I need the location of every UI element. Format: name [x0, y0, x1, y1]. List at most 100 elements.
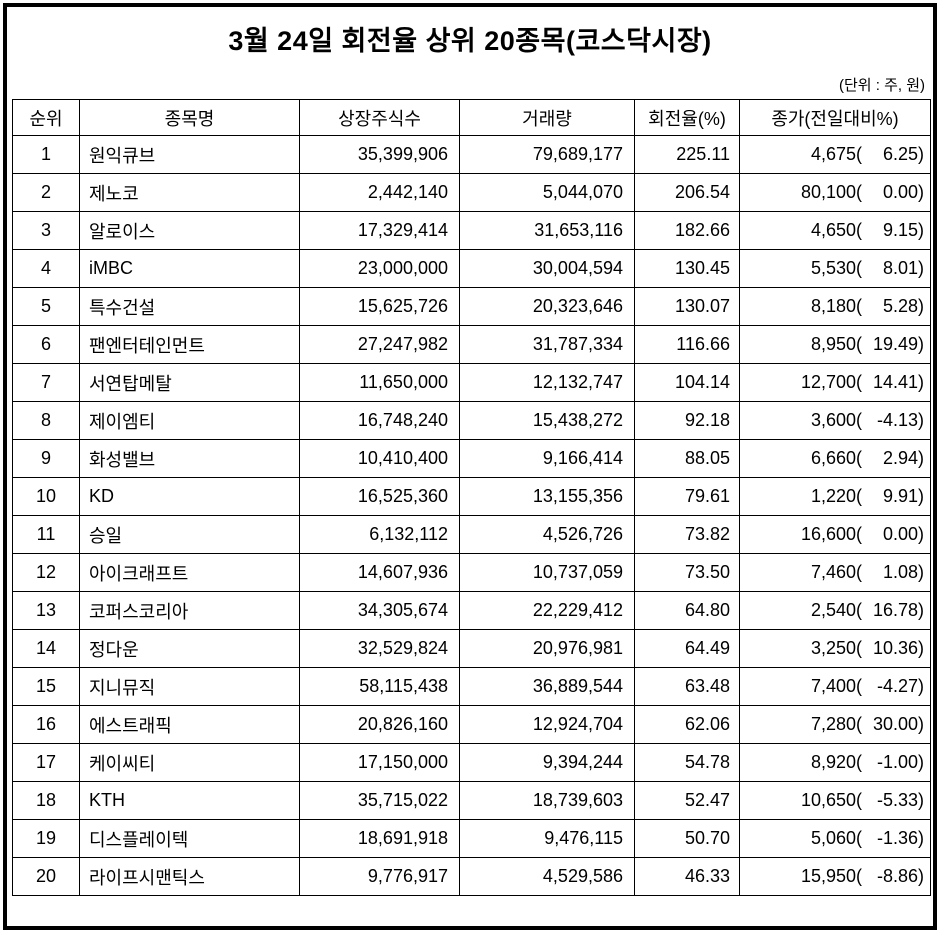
turnover-cell: 79.61: [634, 477, 740, 516]
volume-cell: 31,787,334: [459, 325, 635, 364]
price-cell: 5,060(-1.36): [739, 819, 931, 858]
price-change: 6.25): [882, 144, 924, 164]
turnover-cell: 50.70: [634, 819, 740, 858]
price-value: 80,100(: [800, 182, 862, 202]
turnover-cell: 62.06: [634, 705, 740, 744]
header-volume: 거래량: [459, 99, 635, 136]
rank-cell: 11: [12, 515, 80, 554]
price-value: 5,530(: [810, 258, 862, 278]
price-change: 1.08): [882, 562, 924, 582]
price-change: 19.49): [872, 334, 924, 354]
shares-cell: 16,525,360: [299, 477, 460, 516]
turnover-cell: 52.47: [634, 781, 740, 820]
turnover-cell: 104.14: [634, 363, 740, 402]
table-row: 12 아이크래프트 14,607,936 10,737,059 73.50 7,460(1…: [12, 553, 931, 592]
price-change: 2.94): [882, 448, 924, 468]
rank-cell: 12: [12, 553, 80, 592]
price-wrap: 5,060(-1.36): [744, 828, 924, 849]
name-cell: 알로이스: [79, 211, 300, 250]
price-wrap: 7,280(30.00): [744, 714, 924, 735]
rank-cell: 5: [12, 287, 80, 326]
table-row: 20 라이프시맨틱스 9,776,917 4,529,586 46.33 15,950(-…: [12, 857, 931, 896]
volume-cell: 20,323,646: [459, 287, 635, 326]
table-row: 1 원익큐브 35,399,906 79,689,177 225.11 4,675(6.2…: [12, 135, 931, 174]
table-row: 15 지니뮤직 58,115,438 36,889,544 63.48 7,400(-4.…: [12, 667, 931, 706]
price-cell: 1,220(9.91): [739, 477, 931, 516]
price-value: 16,600(: [800, 524, 862, 544]
price-value: 5,060(: [810, 828, 862, 848]
price-cell: 4,650( 9.15): [739, 211, 931, 250]
rank-cell: 9: [12, 439, 80, 478]
price-wrap: 7,400(-4.27): [744, 676, 924, 697]
rank-cell: 19: [12, 819, 80, 858]
turnover-table: 순위 종목명 상장주식수 거래량 회전율(%) 종가(전일대비%) 1 원익큐브 3…: [12, 99, 931, 896]
turnover-cell: 64.49: [634, 629, 740, 668]
rank-cell: 17: [12, 743, 80, 782]
price-value: 10,650(: [800, 790, 862, 810]
turnover-cell: 64.80: [634, 591, 740, 630]
price-wrap: 80,100(0.00): [744, 182, 924, 203]
price-change: 5.28): [882, 296, 924, 316]
volume-cell: 15,438,272: [459, 401, 635, 440]
volume-cell: 18,739,603: [459, 781, 635, 820]
price-cell: 15,950(-8.86): [739, 857, 931, 896]
shares-cell: 15,625,726: [299, 287, 460, 326]
price-cell: 8,920(-1.00): [739, 743, 931, 782]
turnover-cell: 54.78: [634, 743, 740, 782]
price-cell: 5,530( 8.01): [739, 249, 931, 288]
price-cell: 80,100(0.00): [739, 173, 931, 212]
volume-cell: 79,689,177: [459, 135, 635, 174]
price-value: 3,600(: [810, 410, 862, 430]
price-value: 7,400(: [810, 676, 862, 696]
price-wrap: 3,250( 10.36): [744, 638, 924, 659]
name-cell: 아이크래프트: [79, 553, 300, 592]
price-change: -1.00): [876, 752, 924, 772]
table-row: 3 알로이스 17,329,414 31,653,116 182.66 4,650(9.1…: [12, 211, 931, 250]
price-value: 3,250(: [810, 638, 862, 658]
name-cell: 코퍼스코리아: [79, 591, 300, 630]
table-row: 13 코퍼스코리아 34,305,674 22,229,412 64.80 2,540(1…: [12, 591, 931, 630]
shares-cell: 32,529,824: [299, 629, 460, 668]
volume-cell: 9,394,244: [459, 743, 635, 782]
price-change: 9.15): [882, 220, 924, 240]
table-row: 8 제이엠티 16,748,240 15,438,272 92.18 3,600(-4.1…: [12, 401, 931, 440]
price-cell: 10,650(-5.33): [739, 781, 931, 820]
name-cell: 화성밸브: [79, 439, 300, 478]
turnover-cell: 63.48: [634, 667, 740, 706]
price-wrap: 2,540(16.78): [744, 600, 924, 621]
price-value: 8,950(: [810, 334, 862, 354]
volume-cell: 4,526,726: [459, 515, 635, 554]
price-cell: 3,600(-4.13): [739, 401, 931, 440]
price-wrap: 4,675(6.25): [744, 144, 924, 165]
table-row: 9 화성밸브 10,410,400 9,166,414 88.05 6,660(2.94): [12, 439, 931, 478]
price-value: 7,460(: [810, 562, 862, 582]
price-change: 8.01): [882, 258, 924, 278]
price-cell: 7,460( 1.08): [739, 553, 931, 592]
turnover-cell: 116.66: [634, 325, 740, 364]
price-value: 4,650(: [810, 220, 862, 240]
table-row: 4 iMBC 23,000,000 30,004,594 130.45 5,530(8.0…: [12, 249, 931, 288]
header-row: 순위 종목명 상장주식수 거래량 회전율(%) 종가(전일대비%): [12, 99, 931, 136]
name-cell: 케이씨티: [79, 743, 300, 782]
price-wrap: 3,600(-4.13): [744, 410, 924, 431]
page-title: 3월 24일 회전율 상위 20종목(코스닥시장): [228, 26, 712, 56]
shares-cell: 34,305,674: [299, 591, 460, 630]
turnover-cell: 73.82: [634, 515, 740, 554]
table-row: 7 서연탑메탈 11,650,000 12,132,747 104.14 12,700(1…: [12, 363, 931, 402]
price-cell: 7,400(-4.27): [739, 667, 931, 706]
table-row: 14 정다운 32,529,824 20,976,981 64.49 3,250(10.3…: [12, 629, 931, 668]
table-row: 5 특수건설 15,625,726 20,323,646 130.07 8,180(5.2…: [12, 287, 931, 326]
price-cell: 16,600(0.00): [739, 515, 931, 554]
turnover-cell: 182.66: [634, 211, 740, 250]
shares-cell: 17,150,000: [299, 743, 460, 782]
volume-cell: 12,924,704: [459, 705, 635, 744]
header-price: 종가(전일대비%): [739, 99, 931, 136]
shares-cell: 18,691,918: [299, 819, 460, 858]
price-wrap: 10,650(-5.33): [744, 790, 924, 811]
name-cell: 라이프시맨틱스: [79, 857, 300, 896]
price-change: 10.36): [872, 638, 924, 658]
name-cell: 지니뮤직: [79, 667, 300, 706]
price-wrap: 1,220(9.91): [744, 486, 924, 507]
name-cell: KTH: [79, 781, 300, 820]
shares-cell: 35,715,022: [299, 781, 460, 820]
